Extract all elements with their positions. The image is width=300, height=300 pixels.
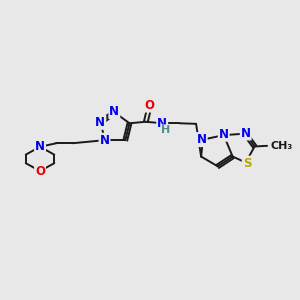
Text: N: N	[35, 140, 45, 153]
Text: S: S	[243, 157, 251, 169]
Text: N: N	[197, 133, 207, 146]
Text: N: N	[157, 117, 167, 130]
Text: N: N	[109, 105, 119, 118]
Text: CH₃: CH₃	[270, 141, 292, 151]
Text: N: N	[219, 128, 229, 141]
Text: H: H	[161, 125, 170, 135]
Text: N: N	[241, 127, 251, 140]
Text: O: O	[144, 99, 154, 112]
Text: O: O	[35, 164, 45, 178]
Text: N: N	[100, 134, 110, 147]
Text: N: N	[95, 116, 105, 129]
